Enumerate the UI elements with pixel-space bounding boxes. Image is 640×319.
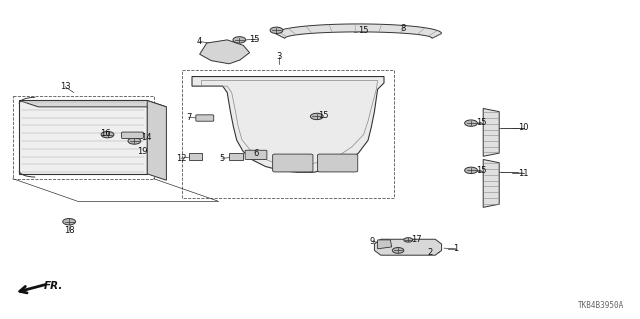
- Bar: [229, 153, 243, 160]
- Text: 1: 1: [453, 244, 458, 253]
- Text: 16: 16: [100, 130, 110, 138]
- FancyBboxPatch shape: [245, 150, 267, 160]
- Text: 14: 14: [141, 133, 151, 142]
- Polygon shape: [275, 24, 442, 38]
- Circle shape: [465, 167, 477, 174]
- Text: 15: 15: [319, 111, 329, 120]
- Text: 15: 15: [476, 118, 486, 127]
- Polygon shape: [483, 108, 499, 156]
- Polygon shape: [147, 100, 166, 180]
- Circle shape: [465, 120, 477, 126]
- Text: 7: 7: [186, 113, 191, 122]
- Text: 8: 8: [401, 24, 406, 33]
- Text: 9: 9: [370, 237, 375, 246]
- Text: 15: 15: [250, 35, 260, 44]
- Text: 12: 12: [176, 154, 186, 163]
- Polygon shape: [483, 160, 499, 207]
- FancyBboxPatch shape: [196, 115, 214, 121]
- FancyBboxPatch shape: [273, 154, 313, 172]
- Text: 6: 6: [253, 149, 259, 158]
- Bar: [189, 153, 202, 160]
- Circle shape: [101, 131, 114, 138]
- Text: 11: 11: [518, 169, 529, 178]
- Polygon shape: [200, 40, 250, 64]
- FancyBboxPatch shape: [317, 154, 358, 172]
- Text: 15: 15: [476, 166, 486, 175]
- Circle shape: [392, 248, 404, 253]
- Text: 5: 5: [220, 154, 225, 163]
- Polygon shape: [374, 239, 442, 255]
- Text: 17: 17: [411, 235, 421, 244]
- Polygon shape: [192, 77, 384, 172]
- Text: FR.: FR.: [44, 281, 63, 291]
- FancyBboxPatch shape: [122, 132, 143, 138]
- Text: 2: 2: [428, 248, 433, 256]
- Circle shape: [270, 27, 283, 33]
- Circle shape: [128, 138, 141, 144]
- Text: 3: 3: [276, 52, 282, 61]
- Text: 4: 4: [197, 37, 202, 46]
- Text: 13: 13: [60, 82, 70, 91]
- Polygon shape: [19, 100, 147, 174]
- Polygon shape: [378, 240, 392, 249]
- Circle shape: [404, 238, 413, 242]
- Circle shape: [310, 113, 323, 120]
- Polygon shape: [19, 100, 166, 107]
- Circle shape: [63, 219, 76, 225]
- Text: 10: 10: [518, 123, 529, 132]
- Text: 18: 18: [64, 226, 74, 235]
- Text: TKB4B3950A: TKB4B3950A: [578, 301, 624, 310]
- Circle shape: [233, 37, 246, 43]
- Text: 15: 15: [358, 26, 368, 35]
- Text: 19: 19: [137, 147, 147, 156]
